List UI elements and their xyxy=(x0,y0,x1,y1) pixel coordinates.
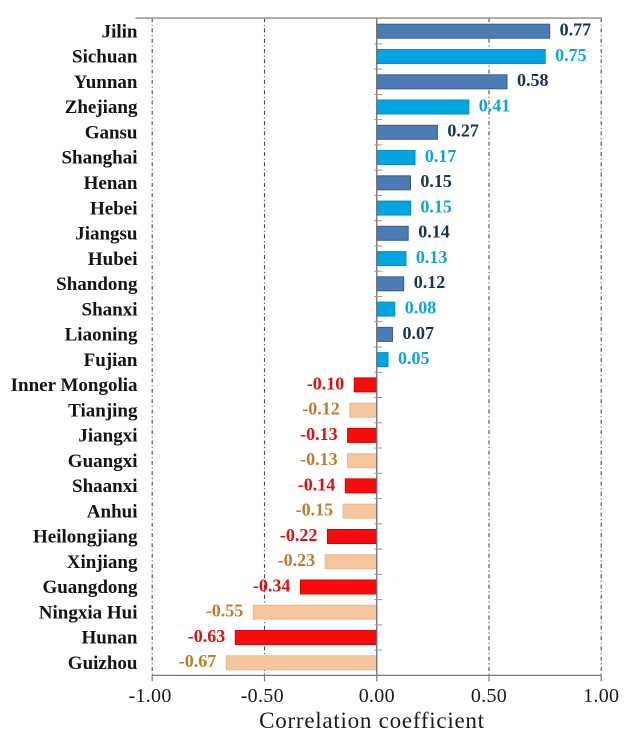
svg-text:-0.67: -0.67 xyxy=(179,651,217,671)
svg-text:1.00: 1.00 xyxy=(583,685,619,707)
svg-text:Hubei: Hubei xyxy=(88,249,138,270)
svg-text:-0.15: -0.15 xyxy=(296,500,334,520)
svg-text:Yunnan: Yunnan xyxy=(74,72,138,93)
svg-text:Guizhou: Guizhou xyxy=(68,653,138,674)
svg-text:-0.12: -0.12 xyxy=(302,399,340,419)
svg-text:Shanghai: Shanghai xyxy=(61,148,137,169)
svg-text:0.07: 0.07 xyxy=(403,323,435,343)
svg-text:0.05: 0.05 xyxy=(398,348,430,368)
svg-text:Heilongjiang: Heilongjiang xyxy=(33,527,138,548)
svg-text:-0.13: -0.13 xyxy=(300,424,338,444)
svg-text:-0.22: -0.22 xyxy=(280,525,318,545)
svg-text:Shaanxi: Shaanxi xyxy=(72,476,137,497)
svg-text:Guangxi: Guangxi xyxy=(68,451,138,472)
svg-text:0.00: 0.00 xyxy=(359,685,395,707)
svg-text:0.12: 0.12 xyxy=(414,272,446,292)
svg-text:-0.14: -0.14 xyxy=(298,474,336,494)
svg-text:-0.13: -0.13 xyxy=(300,449,338,469)
svg-text:Tianjing: Tianjing xyxy=(68,400,138,421)
svg-text:Hunan: Hunan xyxy=(82,628,138,649)
svg-text:-0.55: -0.55 xyxy=(206,601,244,621)
svg-text:0.27: 0.27 xyxy=(447,121,479,141)
svg-text:-0.23: -0.23 xyxy=(278,550,316,570)
svg-text:Fujian: Fujian xyxy=(84,350,138,371)
svg-text:Correlation coefficient: Correlation coefficient xyxy=(259,708,485,733)
svg-text:0.17: 0.17 xyxy=(425,146,457,166)
svg-text:Jilin: Jilin xyxy=(102,21,138,42)
svg-text:-0.50: -0.50 xyxy=(241,685,284,707)
svg-text:Guangdong: Guangdong xyxy=(42,577,138,598)
svg-text:Liaoning: Liaoning xyxy=(65,325,138,346)
svg-text:-0.10: -0.10 xyxy=(307,373,345,393)
svg-text:Shanxi: Shanxi xyxy=(82,299,138,320)
svg-text:Sichuan: Sichuan xyxy=(72,47,138,68)
svg-text:-1.00: -1.00 xyxy=(129,685,172,707)
svg-text:Hebei: Hebei xyxy=(90,198,138,219)
svg-text:0.58: 0.58 xyxy=(517,70,549,90)
svg-text:0.50: 0.50 xyxy=(471,685,507,707)
svg-text:0.15: 0.15 xyxy=(420,171,452,191)
svg-text:0.14: 0.14 xyxy=(418,222,450,242)
svg-text:-0.63: -0.63 xyxy=(188,626,226,646)
svg-text:Shandong: Shandong xyxy=(56,274,138,295)
svg-text:Jiangxi: Jiangxi xyxy=(78,426,137,447)
svg-text:Inner Mongolia: Inner Mongolia xyxy=(11,375,138,396)
svg-text:0.15: 0.15 xyxy=(420,197,452,217)
svg-text:Henan: Henan xyxy=(84,173,138,194)
svg-text:0.41: 0.41 xyxy=(479,95,511,115)
svg-text:Anhui: Anhui xyxy=(87,501,138,522)
svg-text:Zhejiang: Zhejiang xyxy=(65,97,138,118)
svg-text:0.77: 0.77 xyxy=(560,20,592,40)
svg-text:Xinjiang: Xinjiang xyxy=(67,552,138,573)
svg-text:0.13: 0.13 xyxy=(416,247,448,267)
svg-text:-0.34: -0.34 xyxy=(253,575,291,595)
svg-text:Gansu: Gansu xyxy=(85,123,138,144)
svg-text:0.08: 0.08 xyxy=(405,298,437,318)
svg-text:Jiangsu: Jiangsu xyxy=(75,224,138,245)
svg-text:0.75: 0.75 xyxy=(555,45,587,65)
svg-text:Ningxia Hui: Ningxia Hui xyxy=(39,602,138,623)
